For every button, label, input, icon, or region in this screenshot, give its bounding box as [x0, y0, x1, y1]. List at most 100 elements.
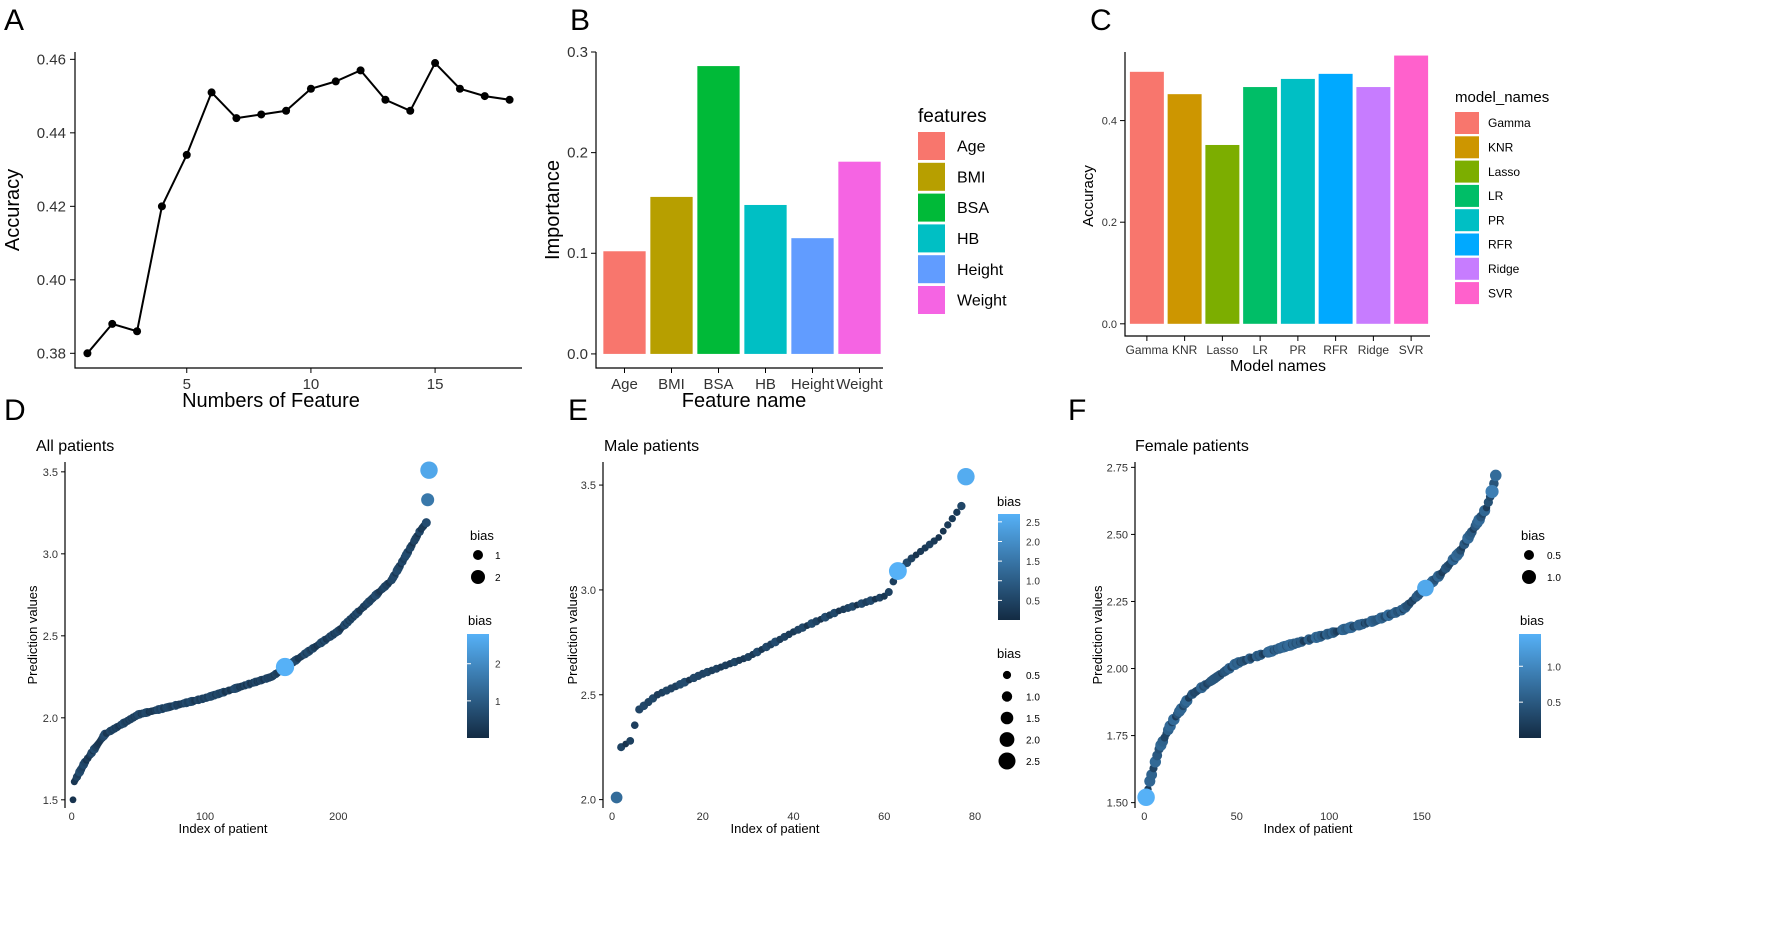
x-axis-title-c: Model names: [1230, 358, 1326, 375]
x-tick-label: 0: [69, 811, 75, 823]
bar-svr: [1394, 55, 1429, 324]
size-legend-key: [999, 732, 1015, 747]
y-tick-label-a: 0.38: [37, 345, 66, 362]
x-tick-label-bsa: BSA: [703, 376, 733, 393]
size-legend-label: 0.5: [1026, 671, 1040, 682]
size-legend-key-f-2: [1522, 570, 1536, 584]
colorbar-tick-label: 2.5: [1026, 518, 1040, 529]
accuracy-point: [331, 77, 340, 86]
size-legend-key-1: [473, 550, 483, 560]
size-legend-label: 1.0: [1026, 693, 1040, 704]
legend-key-height: [918, 255, 945, 284]
y-tick-label-c: 0.4: [1102, 116, 1117, 128]
color-legend-title-e: bias: [997, 494, 1021, 509]
y-axis-title-b: Importance: [542, 160, 564, 260]
x-tick-label-a: 15: [427, 376, 444, 393]
x-tick-label-ridge: Ridge: [1358, 343, 1390, 357]
x-tick-label: 0: [1141, 811, 1147, 823]
x-tick-label-gamma: Gamma: [1126, 343, 1169, 357]
axes-b: [595, 52, 883, 369]
y-tick-label: 2.00: [1107, 664, 1128, 676]
y-tick-label-a: 0.46: [37, 51, 66, 68]
patient-point-high-bias: [610, 791, 623, 804]
patient-point: [889, 577, 898, 586]
accuracy-point: [257, 110, 266, 119]
color-bar-f: [1519, 634, 1541, 738]
bar-bmi: [650, 196, 693, 354]
accuracy-point: [406, 106, 415, 115]
y-tick-label: 2.25: [1107, 596, 1128, 608]
accuracy-point: [157, 202, 166, 211]
size-legend-f: bias 0.5 1.0: [1521, 528, 1561, 584]
legend-label-hb: HB: [957, 231, 979, 248]
y-tick-label-c: 0.0: [1102, 319, 1117, 331]
x-tick-label-bmi: BMI: [658, 376, 685, 393]
x-tick-label-weight: Weight: [836, 376, 883, 393]
bar-rfr: [1318, 73, 1353, 324]
panel-c-bar-chart: C 0.00.20.4 Gamma KNR Lasso LR PR RFR Ridge SVR…: [1080, 4, 1549, 375]
panel-label-f: F: [1068, 394, 1086, 427]
accuracy-point: [207, 88, 216, 97]
patient-point: [944, 521, 952, 529]
x-tick-label-svr: SVR: [1399, 343, 1424, 357]
bar-lasso: [1205, 144, 1240, 324]
bar-age: [603, 251, 646, 354]
patient-point: [626, 736, 635, 745]
colorbar-tick-label: 1.0: [1026, 577, 1040, 588]
patient-point: [953, 508, 961, 516]
size-legend-label: 2.0: [1026, 736, 1040, 747]
plot-title-d: All patients: [36, 438, 114, 455]
size-legend-title-d: bias: [470, 528, 494, 543]
patient-point: [630, 721, 639, 730]
x-tick-label-lasso: Lasso: [1206, 343, 1238, 357]
colorbar-tick-label: 1: [495, 697, 501, 708]
size-legend-key-2: [471, 570, 485, 584]
x-axis-title-e: Index of patient: [731, 821, 820, 836]
x-tick-label-a: 5: [183, 376, 191, 393]
size-legend-label-2: 2: [495, 573, 501, 584]
accuracy-point: [455, 84, 464, 93]
bar-knr: [1167, 94, 1202, 324]
y-tick-label: 1.50: [1107, 798, 1128, 810]
size-legend-d: bias 1 2: [470, 528, 501, 584]
legend-key-lr: [1455, 184, 1479, 207]
patient-point: [884, 588, 893, 597]
bar-height: [791, 238, 834, 354]
patient-point-high-bias: [275, 657, 295, 677]
axes-a: [74, 52, 522, 369]
legend-title-model-names: model_names: [1455, 89, 1549, 106]
panel-label-e: E: [568, 394, 588, 427]
x-tick-label-rfr: RFR: [1323, 343, 1348, 357]
legend-key-svr: [1455, 282, 1479, 305]
bar-bsa: [697, 66, 740, 354]
y-tick-label: 2.5: [43, 631, 58, 643]
plot-title-e: Male patients: [604, 438, 699, 455]
x-tick-label: 20: [697, 811, 709, 823]
size-legend-key-f-1: [1524, 550, 1534, 560]
patient-point-high-bias: [1489, 469, 1502, 482]
legend-key-weight: [918, 286, 945, 314]
panel-label-d: D: [4, 394, 26, 427]
legend-label-height: Height: [957, 262, 1004, 279]
x-tick-label: 60: [878, 811, 890, 823]
color-bar-e: [998, 514, 1020, 620]
legend-model-names: model_names Gamma KNR Lasso LR PR RFR Ridge SVR: [1455, 89, 1549, 305]
y-tick-label-b: 0.2: [567, 145, 588, 162]
x-tick-label-knr: KNR: [1172, 343, 1198, 357]
y-tick-label: 3.5: [581, 480, 596, 492]
legend-label-knr: KNR: [1488, 141, 1514, 155]
accuracy-point: [356, 66, 365, 75]
x-axis-title-f: Index of patient: [1264, 821, 1353, 836]
size-legend-label: 1.5: [1026, 714, 1040, 725]
legend-key-knr: [1455, 136, 1479, 159]
legend-label-svr: SVR: [1488, 286, 1513, 300]
x-tick-label-height: Height: [791, 376, 835, 393]
accuracy-point: [505, 95, 514, 104]
accuracy-point: [83, 349, 92, 358]
legend-key-bmi: [918, 162, 945, 191]
bar-gamma: [1129, 71, 1164, 324]
panel-b-bar-chart: B 0.00.10.20.3 Age BMI BSA HB Height Weight F…: [542, 4, 1007, 412]
legend-key-gamma: [1455, 112, 1479, 134]
bar-ridge: [1356, 87, 1391, 324]
legend-title-features: features: [918, 106, 987, 127]
